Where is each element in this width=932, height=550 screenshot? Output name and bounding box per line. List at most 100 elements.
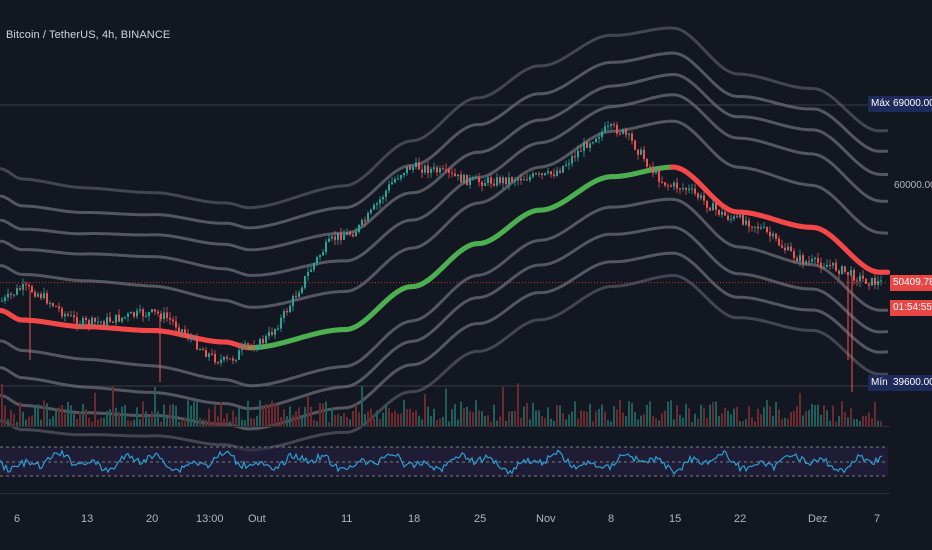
candle-body: [814, 257, 816, 260]
time-axis-label: 22: [734, 513, 747, 525]
volume-bar: [148, 417, 150, 426]
volume-bar: [376, 410, 378, 426]
candle-body: [484, 182, 486, 186]
volume-bar: [310, 406, 312, 426]
candle-body: [94, 317, 96, 322]
candle-body: [139, 309, 141, 311]
volume-bar: [496, 420, 498, 426]
volume-bar: [592, 421, 594, 426]
volume-bar: [454, 404, 456, 426]
candle-body: [754, 226, 756, 228]
candle-body: [241, 346, 243, 351]
volume-bar: [187, 400, 189, 426]
volume-bar: [184, 417, 186, 426]
volume-bar: [298, 407, 300, 426]
candle-body: [823, 267, 825, 269]
candle-body: [385, 190, 387, 198]
time-axis-label: 15: [669, 513, 682, 525]
volume-bar: [349, 419, 351, 426]
volume-bar: [562, 413, 564, 426]
volume-bar: [463, 407, 465, 426]
volume-bar: [208, 408, 210, 426]
volume-bar: [775, 401, 777, 426]
candle-body: [319, 255, 321, 258]
volume-bar: [805, 411, 807, 426]
volume-bar: [859, 421, 861, 426]
candle-body: [586, 141, 588, 148]
volume-bar: [574, 401, 576, 426]
volume-bar: [343, 412, 345, 426]
candle-body: [325, 241, 327, 253]
volume-bar: [523, 406, 525, 426]
candle-body: [67, 313, 69, 316]
candle-body: [448, 169, 450, 173]
candle-body: [259, 338, 261, 350]
volume-bar: [253, 418, 255, 426]
candle-body: [772, 233, 774, 237]
candle-body: [118, 314, 120, 322]
candle-body: [466, 174, 468, 186]
time-axis-label: 25: [474, 513, 487, 525]
volume-bar: [346, 417, 348, 426]
volume-bar: [655, 418, 657, 426]
candle-body: [787, 246, 789, 251]
volume-bar: [469, 411, 471, 426]
candle-body: [235, 359, 237, 361]
volume-bar: [853, 419, 855, 426]
volume-bar: [457, 419, 459, 426]
candle-body: [43, 293, 45, 299]
candle-body: [874, 277, 876, 286]
volume-bar: [382, 412, 384, 426]
current-price-tag: 50409.78: [890, 275, 932, 291]
volume-bar: [784, 417, 786, 426]
candle-body: [136, 310, 138, 317]
candle-body: [337, 232, 339, 240]
volume-bar: [568, 414, 570, 426]
volume-bar: [580, 410, 582, 426]
volume-bar: [763, 407, 765, 426]
candle-body: [682, 188, 684, 190]
volume-bar: [544, 418, 546, 426]
volume-bar: [229, 421, 231, 426]
candle-body: [580, 150, 582, 152]
candle-body: [145, 315, 147, 317]
volume-bar: [670, 400, 672, 426]
volume-bar: [391, 412, 393, 426]
volume-bar: [322, 403, 324, 426]
volume-bar: [166, 416, 168, 426]
volume-bar: [598, 408, 600, 426]
volume-bar: [400, 413, 402, 426]
candle-body: [403, 172, 405, 176]
volume-bar: [625, 416, 627, 426]
candle-body: [7, 293, 9, 298]
candle-body: [721, 211, 723, 215]
candle-body: [421, 169, 423, 173]
volume-bar: [565, 419, 567, 426]
volume-bar: [415, 410, 417, 426]
volume-bar: [718, 415, 720, 426]
volume-bar: [361, 385, 363, 426]
candle-body: [601, 131, 603, 138]
candle-body: [790, 246, 792, 252]
volume-bar: [646, 404, 648, 426]
candle-body: [4, 297, 6, 301]
candle-body: [763, 227, 765, 229]
volume-bar: [790, 412, 792, 426]
volume-bar: [268, 405, 270, 426]
max-value-tag: 69000.00: [890, 96, 932, 112]
volume-bar: [355, 404, 357, 426]
volume-bar: [43, 400, 45, 426]
candle-body: [271, 331, 273, 335]
volume-bar: [31, 415, 33, 426]
volume-bar: [850, 408, 852, 426]
candle-body: [280, 317, 282, 329]
volume-bar: [808, 410, 810, 426]
volume-bar: [724, 407, 726, 426]
candle-body: [115, 314, 117, 323]
volume-bar: [262, 406, 264, 426]
candle-body: [598, 137, 600, 139]
volume-bar: [757, 408, 759, 426]
candle-body: [487, 177, 489, 183]
